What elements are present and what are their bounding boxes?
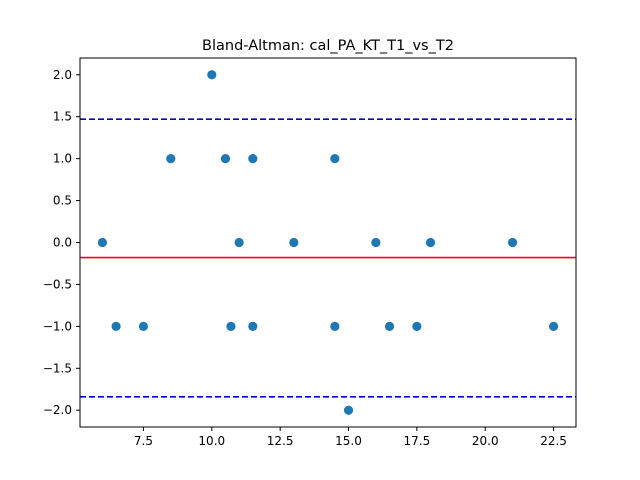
data-point <box>330 154 340 164</box>
data-point <box>248 154 258 164</box>
x-tick-label: 7.5 <box>134 434 153 448</box>
data-point <box>138 321 149 331</box>
data-point <box>207 70 217 80</box>
y-tick-label: 1.5 <box>53 110 72 124</box>
data-point <box>343 405 354 415</box>
data-point <box>220 154 231 164</box>
x-tick-label: 17.5 <box>404 434 431 448</box>
data-point <box>111 321 121 331</box>
x-tick-label: 10.0 <box>198 434 225 448</box>
data-point <box>330 321 340 331</box>
data-point <box>226 321 236 331</box>
y-tick-label: −2.0 <box>43 403 72 417</box>
reference-lines <box>80 118 576 398</box>
y-tick-label: 0.0 <box>53 236 72 250</box>
y-tick-label: −1.5 <box>43 361 72 375</box>
data-point <box>234 237 244 248</box>
data-point <box>412 321 422 331</box>
data-point <box>166 154 176 164</box>
chart-title: Bland-Altman: cal_PA_KT_T1_vs_T2 <box>202 38 454 54</box>
data-point <box>384 321 395 331</box>
y-tick-label: 0.5 <box>53 194 72 208</box>
plot-area-frame <box>79 57 577 428</box>
data-point <box>425 237 436 248</box>
data-point <box>548 321 559 331</box>
x-tick-label: 22.5 <box>540 434 567 448</box>
y-tick-label: 2.0 <box>53 68 72 82</box>
data-points <box>97 70 559 415</box>
y-tick-label: 1.0 <box>53 152 72 166</box>
y-axis-ticks: −2.0 −1.5 −1.0 −0.5 0.0 0.5 1.0 1.5 2.0 <box>43 68 80 417</box>
data-point <box>507 237 518 248</box>
y-tick-label: −0.5 <box>43 277 72 291</box>
x-tick-label: 12.5 <box>267 434 294 448</box>
x-axis-ticks: 7.5 10.0 12.5 15.0 17.5 20.0 22.5 <box>134 427 567 448</box>
x-tick-label: 15.0 <box>335 434 362 448</box>
x-tick-label: 20.0 <box>472 434 499 448</box>
data-point <box>289 237 299 248</box>
data-point <box>97 237 108 248</box>
y-tick-label: −1.0 <box>43 319 72 333</box>
data-point <box>371 237 381 248</box>
data-point <box>248 321 258 331</box>
